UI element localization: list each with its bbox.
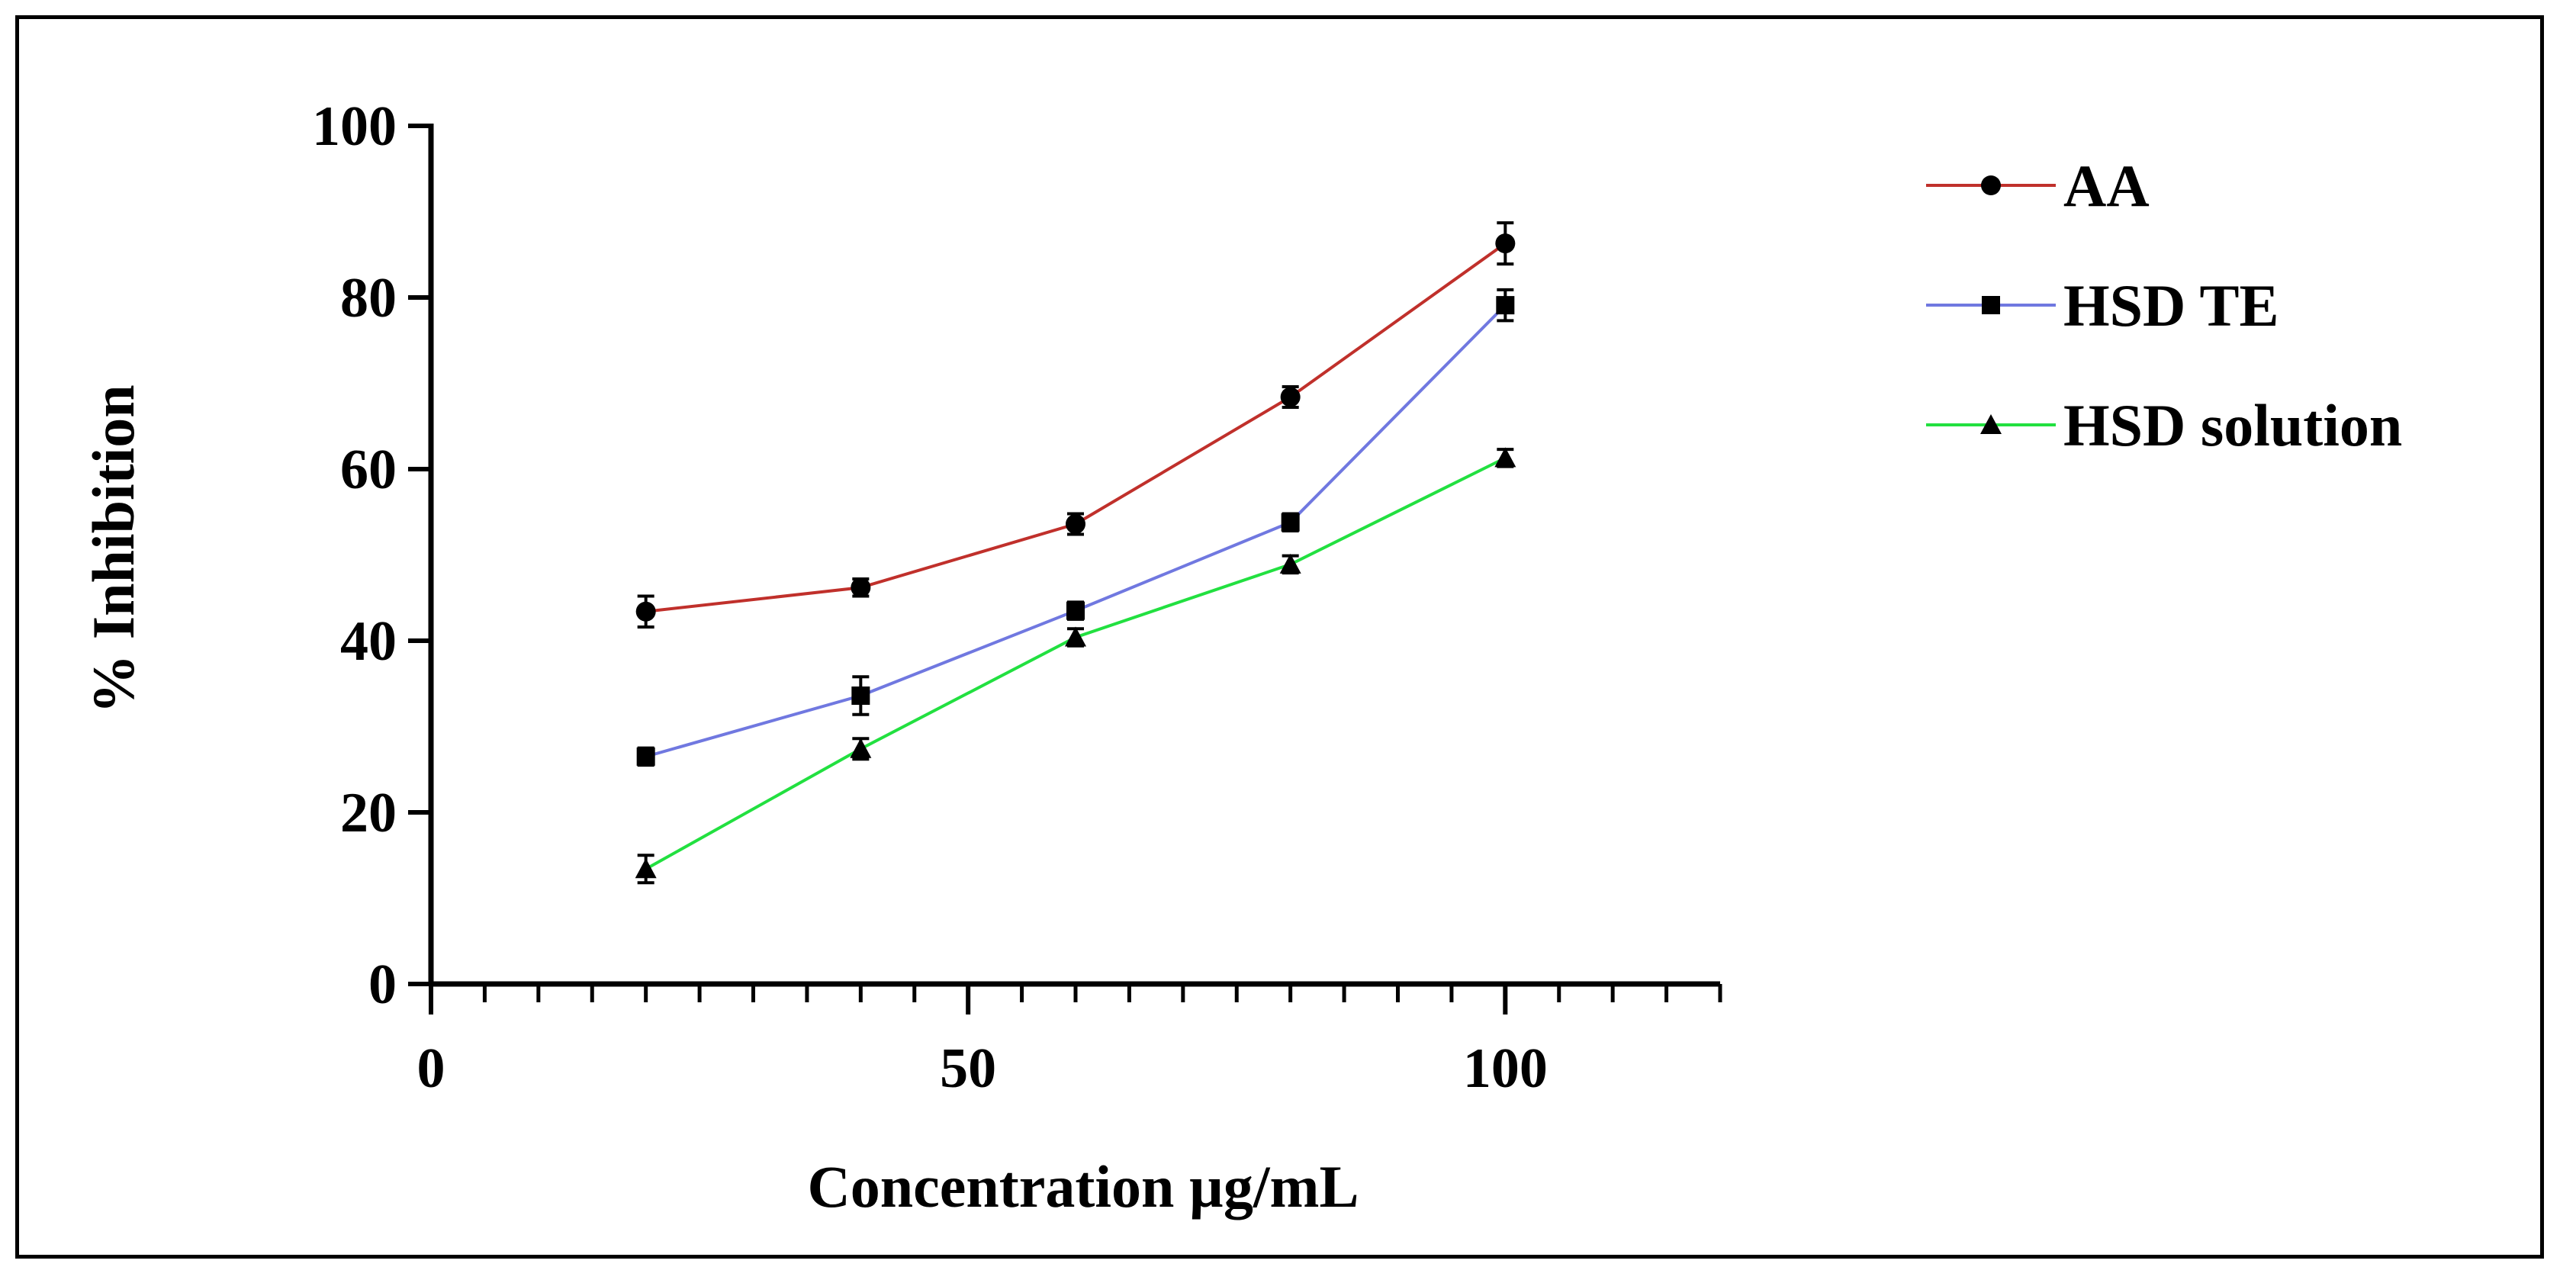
data-point	[1496, 296, 1515, 315]
series-hsd-solution	[635, 447, 1516, 885]
series-aa	[635, 221, 1516, 629]
chart-frame	[15, 15, 2544, 1259]
y-tick-label: 80	[340, 267, 397, 330]
y-tick-label: 20	[340, 782, 397, 844]
data-point	[1279, 553, 1301, 574]
x-tick-label: 0	[417, 1037, 445, 1100]
legend-marker	[1981, 175, 2001, 195]
legend-item: HSD solution	[1926, 392, 2402, 458]
legend: AA HSD TE HSD solution	[1926, 153, 2402, 458]
legend-label: AA	[2063, 153, 2150, 219]
y-tick-label: 60	[340, 439, 397, 501]
legend-label: HSD TE	[2063, 272, 2279, 339]
data-point	[635, 601, 656, 622]
series-layer	[635, 221, 1516, 885]
legend-marker	[1982, 296, 2000, 314]
series-line	[645, 242, 1507, 613]
x-tick-label: 100	[1463, 1037, 1548, 1100]
series-hsd-te	[636, 288, 1515, 767]
x-axis-title: Concentration µg/mL	[807, 1153, 1359, 1220]
axes: 0 20 40 60 80 100 0 50 100	[312, 95, 1722, 1100]
y-axis-title: % Inhibition	[80, 384, 146, 713]
y-tick-label: 40	[340, 610, 397, 673]
data-point	[1494, 447, 1516, 468]
data-point	[1066, 514, 1085, 534]
data-point	[1495, 233, 1516, 254]
data-point	[636, 747, 655, 766]
data-point	[1065, 626, 1086, 647]
data-point	[851, 687, 870, 705]
data-point	[851, 577, 871, 598]
data-point	[850, 738, 872, 758]
data-point	[1281, 513, 1300, 532]
y-tick-label: 100	[312, 95, 397, 158]
legend-label: HSD solution	[2063, 392, 2402, 458]
y-tick-label: 0	[368, 953, 397, 1016]
legend-item: AA	[1926, 153, 2150, 219]
data-point	[1280, 387, 1301, 407]
x-tick-label: 50	[940, 1037, 996, 1100]
legend-marker	[1980, 414, 2002, 434]
data-point	[1066, 601, 1085, 620]
legend-item: HSD TE	[1926, 272, 2279, 339]
data-point	[635, 858, 657, 879]
